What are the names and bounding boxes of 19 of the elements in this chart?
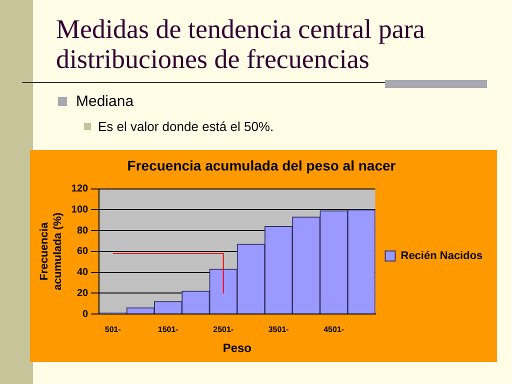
y-tick-label: 80 <box>76 225 89 236</box>
y-tick-label: 100 <box>71 204 89 216</box>
y-axis-title: Frecuencia acumulada (%) <box>38 212 64 290</box>
y-tick-label: 60 <box>76 246 89 258</box>
x-tick-label: 1501- <box>158 325 179 334</box>
text: Medidas de tendencia central para distribuciones de frecuencias <box>56 14 426 74</box>
y-tick-label: 20 <box>76 288 89 299</box>
y-tick-label: 120 <box>71 184 89 195</box>
chart-title: Frecuencia acumulada del peso al nacer <box>127 157 396 174</box>
y-tick-label: 40 <box>76 267 89 278</box>
text: Es el valor donde está el 50%. <box>98 119 274 134</box>
x-tick-label: 4501- <box>324 325 344 334</box>
legend-label: Recién Nacidos <box>400 250 483 262</box>
x-tick-label: 3501- <box>268 325 290 334</box>
x-tick-label: 501- <box>104 325 122 334</box>
text: Mediana <box>76 93 134 110</box>
x-axis-title: Peso <box>222 341 252 356</box>
y-tick-label: 0 <box>82 308 89 320</box>
x-tick-label: 2501- <box>213 325 234 334</box>
